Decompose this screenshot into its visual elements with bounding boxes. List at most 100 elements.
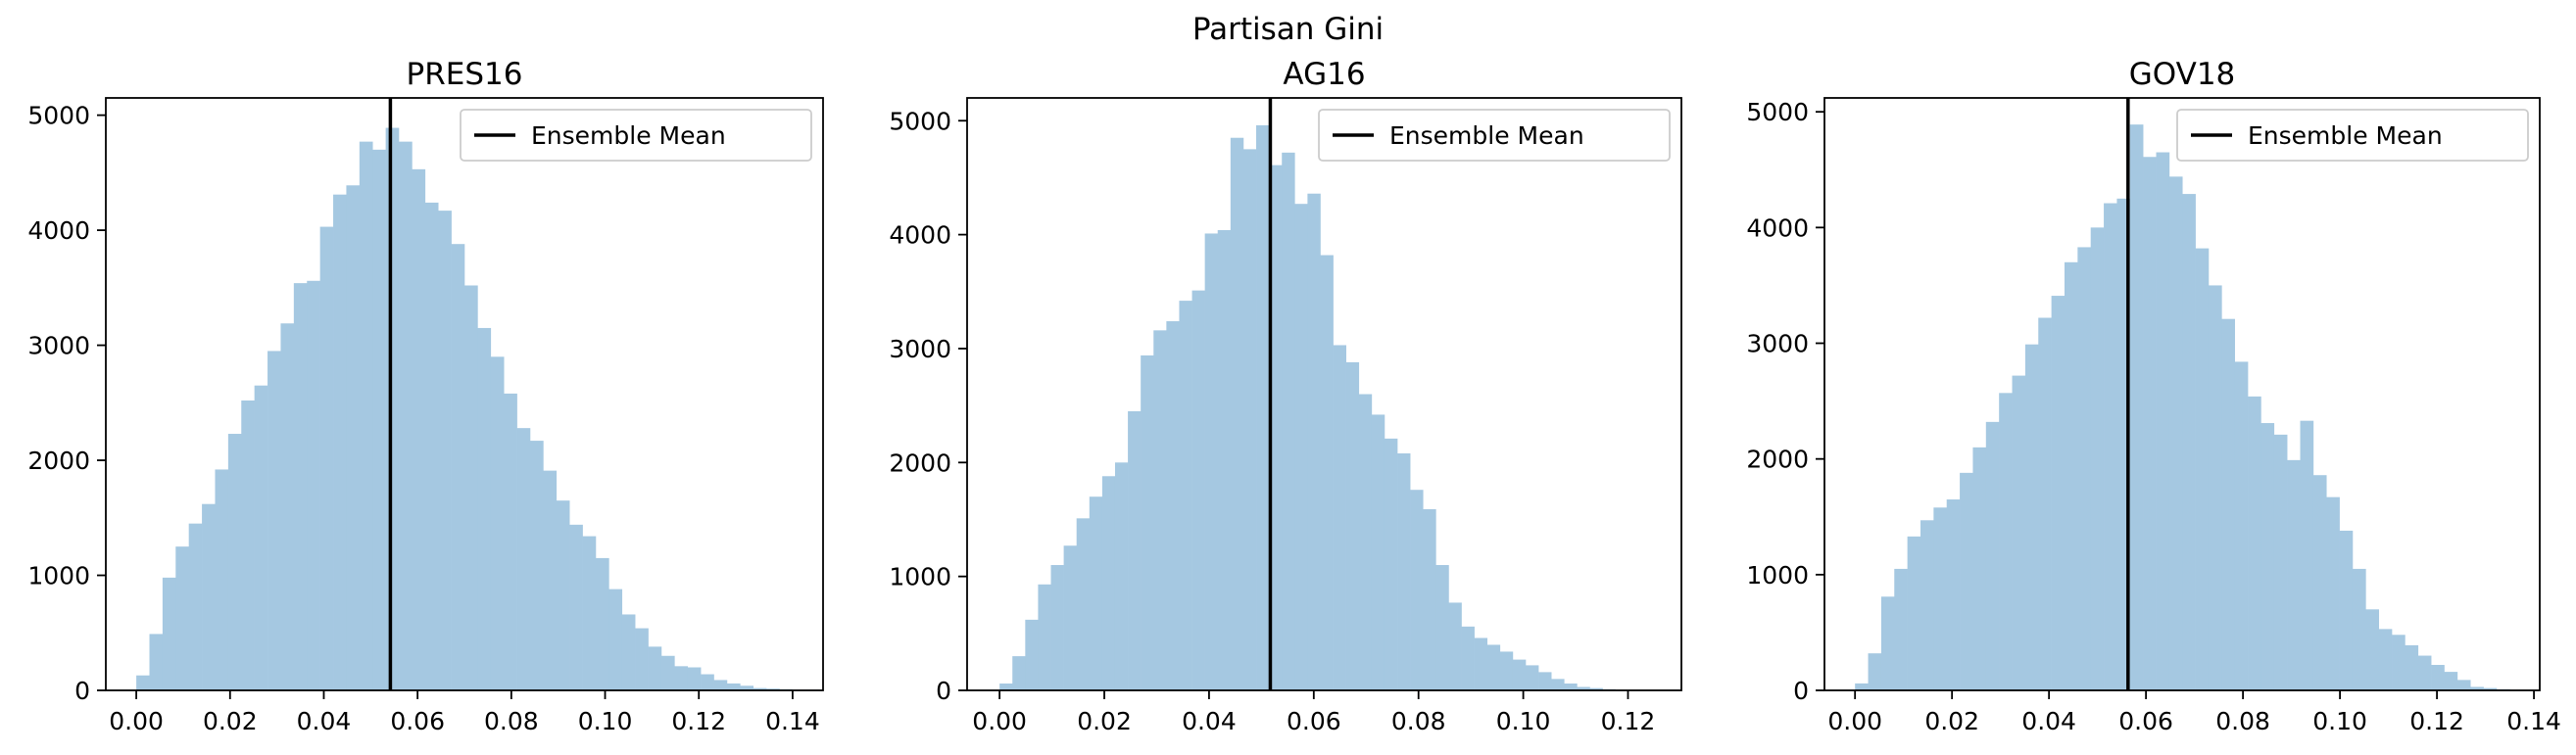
histogram-bar bbox=[635, 628, 649, 690]
histogram-bar bbox=[595, 557, 609, 690]
legend: Ensemble Mean bbox=[2176, 109, 2529, 162]
histogram-bar bbox=[713, 680, 728, 690]
histogram-bar bbox=[293, 283, 308, 690]
histogram-bar bbox=[149, 634, 164, 690]
x-tick-label: 0.10 bbox=[578, 707, 633, 735]
histogram-bar bbox=[2208, 285, 2222, 690]
histogram-bar bbox=[2417, 655, 2432, 690]
histogram-bar bbox=[726, 683, 741, 690]
histogram-bar bbox=[701, 674, 714, 690]
histogram-bar bbox=[1371, 414, 1385, 690]
histogram-bar bbox=[2024, 344, 2039, 690]
histogram-bar bbox=[1855, 683, 1869, 690]
histogram-bar bbox=[2182, 194, 2196, 690]
histogram-bar bbox=[1230, 137, 1244, 690]
histogram-bar bbox=[1166, 321, 1180, 690]
histogram-bar bbox=[2326, 496, 2340, 690]
histogram-bar bbox=[162, 577, 176, 690]
x-tick-label: 0.08 bbox=[2215, 707, 2270, 735]
histogram-bar bbox=[1101, 476, 1116, 690]
histogram-bar bbox=[569, 524, 583, 690]
histogram-bar bbox=[1985, 421, 2000, 690]
chart-title: PRES16 bbox=[407, 57, 523, 92]
chart-title: GOV18 bbox=[2129, 57, 2236, 92]
histogram-bar bbox=[333, 194, 347, 690]
histogram-bar bbox=[1894, 568, 1908, 690]
legend-box bbox=[1318, 109, 1671, 162]
histogram-bar bbox=[529, 441, 544, 690]
histogram-bar bbox=[307, 280, 320, 690]
histogram-bar bbox=[1294, 204, 1308, 691]
histogram-bar bbox=[202, 503, 216, 690]
histogram-bar bbox=[1114, 462, 1129, 690]
histogram-bar bbox=[504, 393, 517, 690]
histogram-bar bbox=[1880, 596, 1895, 690]
x-tick-label: 0.14 bbox=[2506, 707, 2561, 735]
histogram-bar bbox=[1191, 290, 1205, 690]
histogram-bar bbox=[2248, 396, 2261, 690]
histogram-bar bbox=[516, 428, 531, 690]
histogram-bar bbox=[2483, 687, 2498, 690]
histogram-bar bbox=[2064, 261, 2078, 690]
histogram-bar bbox=[1972, 447, 1987, 690]
y-tick-label: 0 bbox=[74, 677, 90, 705]
y-tick-label: 4000 bbox=[889, 221, 951, 250]
histogram-bar bbox=[241, 400, 255, 690]
histogram-bar bbox=[753, 687, 767, 690]
histogram-bar bbox=[1448, 602, 1462, 690]
legend-label: Ensemble Mean bbox=[1389, 121, 1584, 150]
histogram-bar bbox=[227, 434, 242, 690]
x-tick-label: 0.12 bbox=[1601, 707, 1656, 735]
histogram-bar bbox=[1153, 330, 1167, 690]
histogram-bar bbox=[2444, 672, 2458, 690]
histogram-bar bbox=[1920, 520, 1934, 690]
x-tick-label: 0.08 bbox=[1391, 707, 1446, 735]
histogram-bar bbox=[1333, 345, 1346, 690]
histogram-bar bbox=[2104, 203, 2117, 690]
histogram-bar bbox=[1307, 193, 1321, 690]
x-tick-label: 0.04 bbox=[2021, 707, 2076, 735]
histogram-bar bbox=[1512, 659, 1527, 690]
y-tick-label: 0 bbox=[1793, 677, 1809, 705]
histogram-bar bbox=[1486, 644, 1501, 690]
histogram-bar bbox=[359, 141, 373, 691]
histogram-bar bbox=[2260, 423, 2275, 690]
histogram-bar bbox=[2234, 361, 2249, 690]
histogram-bar bbox=[2143, 157, 2157, 690]
histogram-bar bbox=[2012, 375, 2026, 690]
figure-title: Partisan Gini bbox=[1191, 12, 1385, 47]
histogram-bar bbox=[1384, 438, 1398, 690]
histogram-bar bbox=[1128, 410, 1142, 690]
histogram-bar bbox=[1589, 687, 1603, 690]
histogram-bar bbox=[438, 211, 452, 690]
histogram-bar bbox=[1089, 496, 1103, 690]
x-tick-label: 0.06 bbox=[2118, 707, 2173, 735]
histogram-bar bbox=[267, 351, 281, 690]
x-tick-label: 0.06 bbox=[1287, 707, 1341, 735]
histogram-bar bbox=[1999, 393, 2013, 690]
histogram-bar bbox=[582, 536, 597, 690]
histogram-bar bbox=[477, 327, 492, 690]
histogram-bar bbox=[136, 675, 150, 690]
histogram-bar bbox=[1907, 536, 1921, 690]
histogram-bar bbox=[399, 141, 413, 691]
y-tick-label: 1000 bbox=[1746, 561, 1809, 590]
histogram-bar bbox=[1960, 472, 1973, 690]
x-tick-label: 0.12 bbox=[2409, 707, 2464, 735]
histogram-bar bbox=[1025, 619, 1039, 690]
legend-box bbox=[2176, 109, 2529, 162]
y-tick-label: 5000 bbox=[27, 102, 90, 130]
histogram-bar bbox=[346, 185, 361, 690]
histogram-bar bbox=[2365, 609, 2379, 690]
histogram-bar bbox=[1141, 354, 1154, 690]
y-tick-label: 3000 bbox=[889, 335, 951, 363]
histogram-bar bbox=[2168, 176, 2183, 690]
y-tick-label: 1000 bbox=[27, 562, 90, 590]
histogram-bar bbox=[740, 685, 754, 690]
histogram-bar bbox=[674, 666, 689, 690]
x-tick-label: 0.04 bbox=[297, 707, 352, 735]
histogram-bar bbox=[543, 470, 558, 690]
y-tick-label: 2000 bbox=[1746, 446, 1809, 474]
x-tick-label: 0.14 bbox=[765, 707, 820, 735]
